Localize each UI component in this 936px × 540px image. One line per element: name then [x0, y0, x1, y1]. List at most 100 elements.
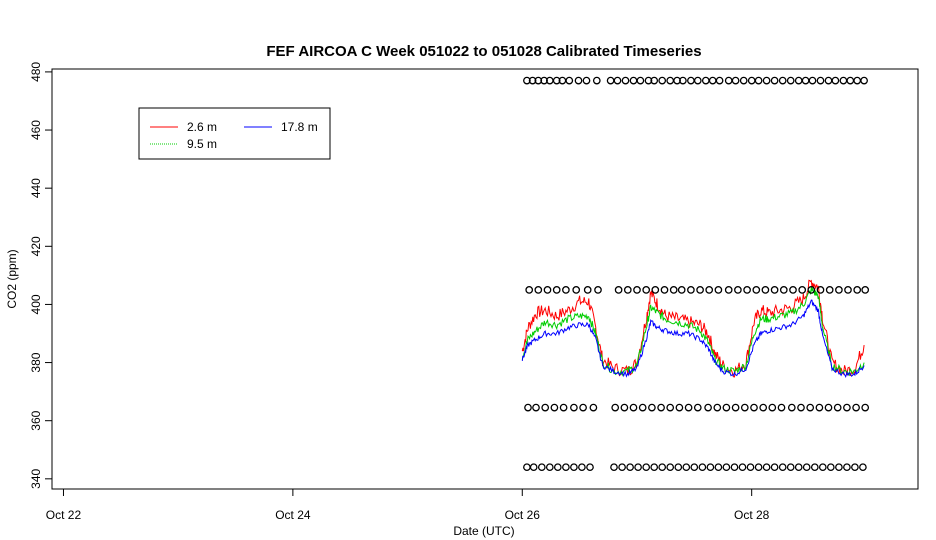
reference-point-344-0	[523, 463, 531, 472]
reference-point-405-0	[525, 286, 534, 294]
reference-point-405-4	[562, 286, 570, 294]
reference-point-364.5-2	[541, 403, 550, 412]
reference-point-405-17	[696, 286, 704, 294]
reference-point-405-9	[623, 286, 632, 294]
reference-point-405-15	[677, 286, 686, 294]
reference-point-405-16	[687, 286, 695, 294]
reference-point-344-38	[843, 463, 851, 472]
series-line-9-5-m	[521, 286, 865, 377]
series-layer	[521, 279, 865, 379]
reference-point-405-12	[651, 286, 660, 294]
reference-point-477-34	[778, 76, 787, 85]
reference-point-405-13	[660, 286, 669, 294]
y-axis: 340 360 380 400 420 440 460 480	[29, 62, 52, 489]
reference-point-405-14	[669, 286, 678, 294]
reference-point-477-16	[644, 76, 653, 85]
reference-point-344-10	[618, 463, 626, 472]
y-tick-label-440: 440	[29, 178, 43, 198]
reference-point-405-21	[734, 286, 742, 294]
reference-point-477-11	[606, 76, 615, 85]
reference-point-477-43	[846, 76, 855, 85]
reference-point-364.5-3	[550, 403, 559, 412]
reference-point-344-20	[698, 463, 707, 472]
reference-point-364.5-32	[833, 403, 842, 412]
reference-point-364.5-15	[675, 403, 684, 412]
reference-point-405-31	[825, 286, 834, 294]
reference-point-405-35	[861, 286, 870, 294]
reference-point-364.5-19	[713, 403, 722, 412]
reference-point-344-40	[859, 463, 867, 472]
reference-point-477-7	[565, 76, 574, 85]
reference-point-364.5-6	[579, 403, 587, 412]
reference-point-344-6	[570, 463, 578, 472]
reference-point-364.5-29	[806, 403, 815, 412]
reference-point-364.5-21	[731, 403, 740, 412]
reference-point-344-25	[738, 463, 747, 472]
reference-point-364.5-10	[629, 403, 638, 412]
reference-point-364.5-9	[620, 403, 629, 412]
reference-point-477-19	[666, 76, 675, 85]
reference-point-405-6	[583, 286, 592, 294]
reference-point-477-22	[687, 76, 695, 85]
reference-point-344-30	[778, 463, 787, 472]
reference-point-344-18	[682, 463, 691, 472]
y-tick-label-400: 400	[29, 294, 43, 314]
reference-point-477-33	[770, 76, 779, 85]
reference-point-344-33	[802, 463, 811, 472]
reference-point-344-37	[835, 463, 843, 472]
legend-box	[138, 107, 331, 160]
reference-point-364.5-22	[740, 403, 749, 412]
reference-point-344-11	[626, 463, 634, 472]
reference-point-477-29	[739, 76, 748, 85]
reference-point-477-35	[786, 76, 795, 85]
reference-point-405-23	[752, 286, 761, 294]
reference-point-477-28	[731, 76, 740, 85]
reference-point-405-10	[633, 286, 641, 294]
reference-point-477-1	[528, 76, 537, 85]
reference-point-344-9	[610, 463, 618, 472]
reference-point-405-19	[714, 286, 723, 294]
reference-point-364.5-31	[824, 403, 833, 412]
reference-point-364.5-7	[589, 403, 598, 412]
legend-label-2-6m: 2.6 m	[187, 120, 217, 134]
reference-point-364.5-34	[852, 403, 860, 412]
reference-point-344-7	[578, 463, 586, 472]
reference-point-405-29	[807, 286, 816, 294]
reference-point-364.5-1	[532, 403, 540, 412]
reference-point-405-30	[816, 286, 825, 294]
reference-point-364.5-35	[861, 403, 870, 412]
reference-point-344-13	[642, 463, 651, 472]
reference-point-364.5-20	[722, 403, 731, 412]
reference-point-477-45	[860, 76, 868, 85]
reference-point-344-16	[666, 463, 675, 472]
reference-point-477-17	[650, 76, 659, 85]
reference-point-477-40	[824, 76, 833, 85]
reference-point-405-22	[743, 286, 751, 294]
reference-point-405-5	[572, 286, 581, 294]
reference-point-477-26	[715, 76, 724, 85]
y-tick-label-420: 420	[29, 236, 43, 256]
reference-point-344-14	[650, 463, 659, 472]
reference-point-405-32	[835, 286, 843, 294]
y-axis-label: CO2 (ppm)	[5, 249, 19, 308]
reference-point-344-35	[818, 463, 827, 472]
reference-point-344-17	[674, 463, 683, 472]
reference-point-344-2	[537, 463, 546, 472]
legend-label-9-5m: 9.5 m	[187, 137, 217, 151]
reference-points-layer	[523, 76, 870, 472]
reference-point-477-18	[658, 76, 667, 85]
reference-point-344-8	[586, 463, 594, 472]
reference-point-477-14	[629, 76, 638, 85]
reference-point-364.5-16	[684, 403, 693, 412]
reference-point-344-32	[794, 463, 803, 472]
reference-point-405-27	[789, 286, 797, 294]
reference-point-477-15	[636, 76, 645, 85]
reference-point-477-23	[693, 76, 702, 85]
reference-point-364.5-26	[777, 403, 786, 412]
reference-point-364.5-4	[559, 403, 568, 412]
reference-point-477-39	[816, 76, 825, 85]
reference-point-405-26	[779, 286, 788, 294]
reference-point-364.5-28	[797, 403, 805, 412]
y-tick-label-360: 360	[29, 410, 43, 430]
